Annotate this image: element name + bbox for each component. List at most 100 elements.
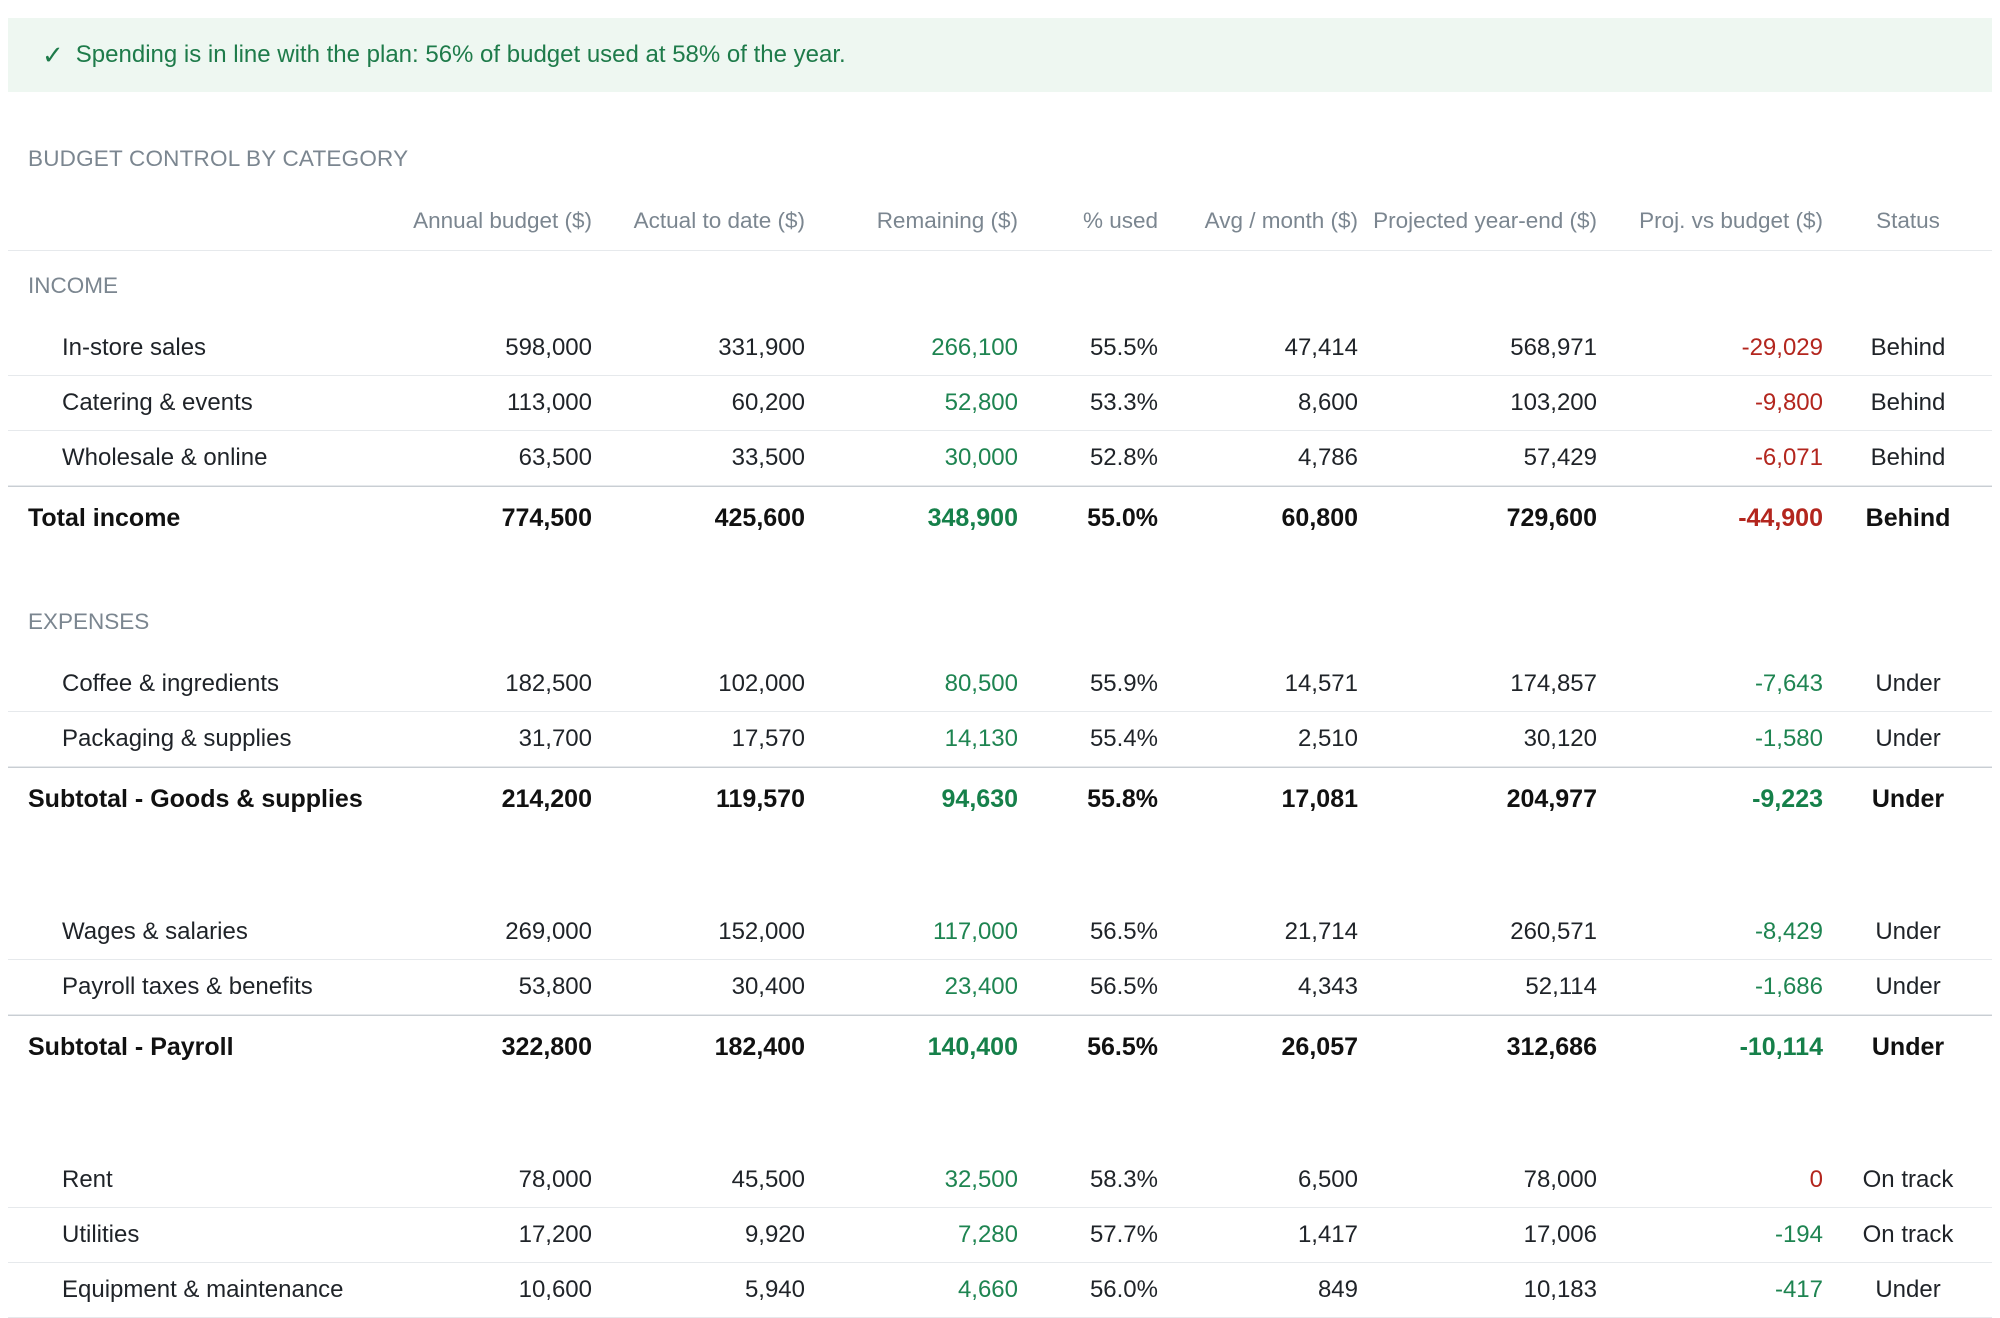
- row-label: Total income: [28, 504, 181, 532]
- cell-budget: 322,800: [501, 1033, 592, 1061]
- cell-pct-used: 55.9%: [1089, 670, 1158, 697]
- cell-status: Under: [1875, 1276, 1941, 1303]
- col-header-status[interactable]: Status: [1876, 208, 1940, 233]
- cell-status: Behind: [1870, 334, 1946, 361]
- table-row: Utilities 17,200 9,920 7,280 57.7% 1,417 17,00…: [8, 1208, 1992, 1263]
- cell-status: Under: [1875, 973, 1941, 1000]
- spacer: [8, 1079, 1992, 1153]
- table-row: Coffee & ingredients 182,500 102,000 80,500…: [8, 657, 1992, 712]
- col-header-pct[interactable]: % used: [1082, 208, 1158, 233]
- col-header-budget[interactable]: Annual budget ($): [413, 208, 592, 233]
- table-row: In-store sales 598,000 331,900 266,100 55.5%…: [8, 321, 1992, 376]
- row-label: Packaging & supplies: [62, 725, 292, 752]
- row-label: Coffee & ingredients: [62, 670, 280, 697]
- cell-actual: 60,200: [731, 389, 805, 416]
- col-header-actual[interactable]: Actual to date ($): [633, 208, 805, 233]
- cell-remaining: 348,900: [927, 504, 1018, 532]
- cell-actual: 45,500: [731, 1166, 805, 1193]
- cell-budget: 63,500: [518, 444, 592, 471]
- cell-remaining: 140,400: [927, 1033, 1018, 1061]
- cell-remaining: 52,800: [944, 389, 1018, 416]
- cell-actual: 5,940: [744, 1276, 805, 1303]
- cell-remaining: 266,100: [931, 334, 1018, 361]
- cell-status: Under: [1871, 1033, 1945, 1061]
- cell-projected: 103,200: [1510, 389, 1597, 416]
- cell-budget: 17,200: [518, 1221, 592, 1248]
- cell-status: Under: [1875, 725, 1941, 752]
- cell-projected: 10,183: [1523, 1276, 1597, 1303]
- cell-actual: 102,000: [718, 670, 805, 697]
- row-label: Utilities: [62, 1221, 140, 1248]
- cell-actual: 331,900: [718, 334, 805, 361]
- cell-avg-month: 4,343: [1297, 973, 1358, 1000]
- cell-projected: 260,571: [1510, 918, 1597, 945]
- table-row: Wages & salaries 269,000 152,000 117,000 56.…: [8, 905, 1992, 960]
- cell-variance: -1,686: [1754, 973, 1823, 1000]
- cell-avg-month: 4,786: [1297, 444, 1358, 471]
- cell-pct-used: 56.5%: [1087, 1033, 1158, 1061]
- cell-remaining: 80,500: [944, 670, 1018, 697]
- cell-avg-month: 8,600: [1297, 389, 1358, 416]
- cell-variance: -9,800: [1754, 389, 1823, 416]
- subtotal-row: Subtotal - Payroll 322,800 182,400 140,400 5…: [8, 1015, 1992, 1079]
- group-income: INCOME: [8, 251, 1992, 321]
- col-header-projected[interactable]: Projected year-end ($): [1373, 208, 1597, 233]
- spacer: [8, 550, 1992, 587]
- cell-actual: 425,600: [714, 504, 805, 532]
- cell-pct-used: 56.0%: [1089, 1276, 1158, 1303]
- cell-actual: 152,000: [718, 918, 805, 945]
- cell-budget: 774,500: [501, 504, 592, 532]
- cell-status: Under: [1875, 670, 1941, 697]
- row-label: Subtotal - Goods & supplies: [28, 785, 363, 813]
- cell-avg-month: 6,500: [1297, 1166, 1358, 1193]
- cell-budget: 10,600: [518, 1276, 592, 1303]
- group-label: EXPENSES: [28, 609, 150, 634]
- table-row: Packaging & supplies 31,700 17,570 14,130 55…: [8, 712, 1992, 767]
- cell-avg-month: 60,800: [1281, 504, 1358, 532]
- row-label: Wages & salaries: [62, 918, 248, 945]
- subtotal-row: Subtotal - Goods & supplies 214,200 119,57…: [8, 767, 1992, 831]
- cell-projected: 57,429: [1523, 444, 1597, 471]
- col-header-remaining[interactable]: Remaining ($): [876, 208, 1018, 233]
- cell-variance: -10,114: [1739, 1033, 1823, 1061]
- cell-projected: 568,971: [1510, 334, 1597, 361]
- cell-status: Under: [1871, 785, 1945, 813]
- table-row: Equipment & maintenance 10,600 5,940 4,660 5…: [8, 1263, 1992, 1318]
- row-label: Rent: [62, 1166, 113, 1193]
- col-header-variance[interactable]: Proj. vs budget ($): [1639, 208, 1823, 233]
- cell-pct-used: 53.3%: [1089, 389, 1158, 416]
- cell-budget: 53,800: [518, 973, 592, 1000]
- cell-pct-used: 55.0%: [1087, 504, 1158, 532]
- cell-pct-used: 58.3%: [1089, 1166, 1158, 1193]
- cell-pct-used: 56.5%: [1089, 973, 1158, 1000]
- group-label: INCOME: [28, 273, 118, 298]
- cell-budget: 31,700: [518, 725, 592, 752]
- cell-projected: 204,977: [1506, 785, 1597, 813]
- cell-actual: 182,400: [714, 1033, 805, 1061]
- cell-variance: -44,900: [1738, 504, 1823, 532]
- col-header-avg[interactable]: Avg / month ($): [1204, 208, 1358, 233]
- row-label: Wholesale & online: [62, 444, 268, 471]
- cell-projected: 729,600: [1506, 504, 1597, 532]
- row-label: Catering & events: [62, 389, 253, 416]
- cell-projected: 17,006: [1523, 1221, 1597, 1248]
- cell-actual: 17,570: [731, 725, 805, 752]
- cell-budget: 598,000: [505, 334, 592, 361]
- cell-pct-used: 55.8%: [1087, 785, 1158, 813]
- cell-variance: -29,029: [1741, 334, 1823, 361]
- cell-avg-month: 47,414: [1284, 334, 1358, 361]
- cell-remaining: 23,400: [944, 973, 1018, 1000]
- cell-budget: 182,500: [505, 670, 592, 697]
- row-label: Payroll taxes & benefits: [62, 973, 313, 1000]
- cell-pct-used: 55.4%: [1089, 725, 1158, 752]
- cell-actual: 9,920: [744, 1221, 805, 1248]
- cell-status: Behind: [1870, 389, 1946, 416]
- cell-remaining: 30,000: [944, 444, 1018, 471]
- budget-table: Annual budget ($) Actual to date ($) Rem…: [8, 192, 1992, 1318]
- cell-avg-month: 17,081: [1281, 785, 1358, 813]
- cell-avg-month: 2,510: [1297, 725, 1358, 752]
- cell-pct-used: 57.7%: [1089, 1221, 1158, 1248]
- cell-actual: 33,500: [731, 444, 805, 471]
- cell-remaining: 32,500: [944, 1166, 1018, 1193]
- cell-pct-used: 56.5%: [1089, 918, 1158, 945]
